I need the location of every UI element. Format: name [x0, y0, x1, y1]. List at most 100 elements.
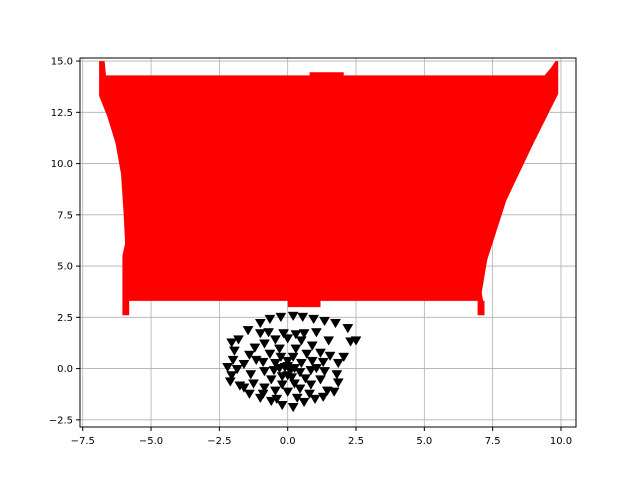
x-tick-label: 2.5 [348, 436, 364, 447]
scatter-point [238, 359, 250, 370]
scatter-point [289, 364, 300, 374]
y-tick-label: 2.5 [57, 313, 73, 324]
scatter-point [274, 344, 285, 354]
scatter-point [301, 349, 313, 359]
scatter-point [317, 357, 329, 368]
scatter-point [295, 336, 307, 346]
scatter-point [269, 335, 281, 345]
scatter-point [282, 387, 294, 397]
scatter-point [332, 378, 344, 388]
scatter-point [228, 346, 240, 356]
scatter-point [309, 394, 321, 405]
scatter-point [319, 367, 331, 377]
y-tick-label: 7.5 [57, 210, 73, 221]
scatter-point [259, 383, 270, 393]
scatter-point [224, 377, 236, 387]
scatter-point [264, 349, 276, 359]
scatter-point [291, 393, 303, 404]
x-tick-label: 5.0 [416, 436, 432, 447]
scatter-point [248, 379, 259, 389]
scatter-point [305, 366, 317, 376]
y-tick-label: 12.5 [51, 108, 73, 119]
scatter-point [243, 389, 255, 399]
scatter-point [254, 318, 266, 329]
scatter-point [257, 357, 269, 368]
scatter-point [324, 351, 336, 362]
scatter-point [268, 366, 280, 376]
scatter-point [265, 375, 277, 385]
scatter-point [298, 397, 310, 408]
y-tick-label: 15.0 [51, 57, 73, 68]
scatter-point [342, 324, 354, 334]
scatter-point [276, 400, 288, 411]
scatter-point [271, 394, 283, 405]
scatter-point [238, 383, 250, 393]
scatter-point [245, 370, 257, 380]
plot-frame [79, 57, 577, 428]
scatter-point [243, 350, 255, 360]
scatter-point [317, 392, 329, 403]
scatter-point [332, 358, 344, 369]
scatter-point [257, 389, 269, 399]
scatter-point [282, 371, 294, 381]
x-axis: −7.5 −5.0 −2.5 0.0 2.5 5.0 7.5 10.0 [71, 427, 572, 447]
scatter-point [275, 312, 287, 323]
scatter-point [274, 364, 285, 374]
scatter-point [287, 311, 299, 322]
scatter-point [254, 329, 266, 339]
scatter-point [294, 368, 306, 378]
scatter-point [319, 316, 331, 327]
scatter-point [294, 384, 306, 394]
y-tick-label: −2.5 [49, 415, 73, 426]
scatter-point [305, 380, 317, 390]
y-tick-label: 0.0 [57, 364, 73, 375]
scatter-point [226, 371, 238, 381]
scatter-point [242, 326, 254, 336]
scatter-point [323, 336, 335, 346]
scatter-point [250, 355, 262, 366]
scatter-point [287, 403, 299, 413]
scatter-point [269, 358, 281, 369]
scatter-point [306, 341, 318, 351]
scatter-point [227, 355, 239, 366]
scatter-point [306, 356, 318, 367]
scatter-point [310, 328, 322, 338]
scatter-point [298, 329, 310, 339]
x-tick-label: 0.0 [280, 436, 296, 447]
scatter-point [310, 364, 322, 374]
x-tick-label: −2.5 [207, 436, 231, 447]
scatter-point [259, 367, 270, 377]
y-tick-label: 10.0 [51, 159, 73, 170]
scatter-point [222, 363, 234, 373]
scatter-point [328, 387, 340, 397]
scatter-point [226, 338, 238, 348]
scatter-point [295, 358, 307, 369]
scatter-point [282, 334, 294, 344]
data-layer [99, 61, 559, 413]
scatter-point [282, 356, 294, 367]
scatter-point [308, 314, 320, 325]
y-axis: −2.5 0.0 2.5 5.0 7.5 10.0 12.5 15.0 [49, 57, 80, 426]
scatter-point [315, 348, 326, 358]
scatter-point [321, 386, 333, 396]
x-tick-label: −5.0 [139, 436, 163, 447]
scatter-point [338, 352, 350, 363]
scatter-point [278, 329, 290, 339]
scatter-point [269, 386, 281, 396]
scatter-point [264, 314, 276, 325]
scatter-point [297, 312, 309, 323]
scatter-point [259, 339, 270, 349]
filled-area [99, 61, 559, 316]
scatter-point [290, 344, 302, 354]
scatter-point [249, 343, 261, 353]
scatter-point [345, 337, 356, 347]
y-tick-label: 5.0 [57, 262, 73, 273]
scatter-point [231, 365, 243, 375]
scatter-point [290, 330, 302, 340]
scatter-point [304, 389, 315, 399]
scatter-point [315, 375, 326, 385]
scatter-point [263, 328, 274, 338]
scatter-point [330, 318, 341, 329]
scatter-point [331, 370, 343, 380]
